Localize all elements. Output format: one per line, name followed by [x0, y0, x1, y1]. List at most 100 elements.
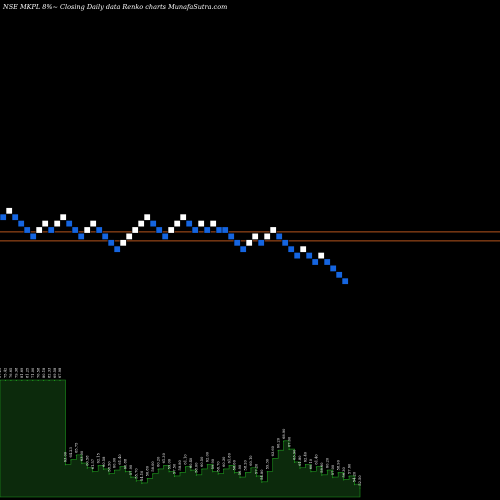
volume-label-23: 60.88 — [124, 458, 128, 469]
volume-label-58: 61.40 — [315, 454, 319, 465]
renko-brick-1 — [5, 207, 13, 215]
volume-point-20 — [108, 473, 110, 475]
volume-label-65: 54.20 — [353, 471, 357, 482]
renko-brick-39 — [233, 239, 241, 247]
volume-point-3 — [15, 380, 17, 381]
renko-brick-55 — [329, 264, 337, 272]
volume-label-15: 63.00 — [80, 450, 84, 461]
volume-label-44: 56.90 — [238, 464, 242, 475]
volume-point-55 — [299, 467, 301, 469]
volume-point-21 — [114, 470, 116, 472]
renko-brick-4 — [23, 226, 31, 234]
volume-label-18: 62.15 — [96, 452, 100, 463]
volume-point-7 — [37, 380, 39, 381]
renko-brick-15 — [89, 220, 97, 228]
renko-brick-24 — [143, 213, 151, 221]
volume-point-12 — [64, 464, 66, 466]
renko-brick-7 — [41, 220, 49, 228]
volume-point-30 — [163, 465, 165, 467]
renko-brick-13 — [77, 232, 85, 240]
volume-label-54: 63.90 — [293, 449, 297, 460]
renko-brick-47 — [281, 239, 289, 247]
renko-brick-48 — [287, 245, 295, 253]
renko-brick-40 — [239, 245, 247, 253]
renko-brick-11 — [65, 220, 73, 228]
volume-label-30: 61.30 — [162, 452, 166, 463]
volume-label-40: 58.70 — [216, 461, 220, 472]
volume-point-23 — [124, 471, 126, 473]
renko-brick-45 — [269, 226, 277, 234]
volume-point-45 — [244, 472, 246, 474]
volume-label-17: 61.57 — [91, 458, 95, 469]
volume-point-54 — [294, 461, 296, 463]
renko-brick-42 — [251, 232, 259, 240]
renko-brick-57 — [341, 277, 349, 285]
volume-point-34 — [184, 466, 186, 468]
volume-label-32: 57.50 — [173, 463, 177, 474]
volume-point-36 — [195, 474, 197, 476]
volume-label-26: 54.10 — [140, 470, 144, 481]
volume-label-14: 65.75 — [75, 442, 79, 453]
renko-brick-56 — [335, 271, 343, 279]
volume-point-16 — [86, 467, 88, 469]
volume-point-4 — [21, 380, 23, 381]
volume-point-0 — [0, 380, 1, 381]
renko-brick-27 — [161, 232, 169, 240]
volume-label-2: 76.65 — [9, 367, 13, 378]
volume-point-24 — [130, 477, 132, 479]
volume-label-47: 57.20 — [255, 463, 259, 474]
volume-point-51 — [277, 450, 279, 452]
volume-point-44 — [239, 477, 241, 479]
volume-label-25: 55.70 — [135, 468, 139, 479]
volume-label-5: 81.25 — [25, 367, 29, 378]
renko-brick-14 — [83, 226, 91, 234]
volume-point-62 — [337, 472, 339, 474]
renko-brick-37 — [221, 226, 229, 234]
renko-bricks — [0, 207, 349, 285]
volume-label-12: 63.00 — [64, 451, 68, 462]
volume-label-45: 58.20 — [244, 459, 248, 470]
volume-label-61: 57.00 — [331, 464, 335, 475]
renko-brick-22 — [131, 226, 139, 234]
volume-point-48 — [261, 481, 263, 483]
volume-label-9: 82.33 — [47, 367, 51, 378]
renko-brick-8 — [47, 226, 55, 234]
renko-brick-49 — [293, 252, 301, 260]
volume-label-36: 58.00 — [195, 462, 199, 473]
volume-label-7: 76.58 — [36, 367, 40, 378]
volume-label-19: 60.58 — [102, 456, 106, 467]
renko-brick-38 — [227, 232, 235, 240]
renko-brick-35 — [209, 220, 217, 228]
volume-point-56 — [304, 464, 306, 466]
volume-point-8 — [43, 380, 45, 381]
volume-label-41: 60.30 — [222, 456, 226, 467]
volume-label-6: 71.00 — [31, 367, 35, 378]
volume-point-11 — [59, 380, 61, 381]
renko-brick-46 — [275, 232, 283, 240]
volume-label-4: 81.69 — [20, 367, 24, 378]
volume-label-59: 58.60 — [320, 462, 324, 473]
volume-point-15 — [81, 463, 83, 465]
volume-label-48: 54.80 — [260, 469, 264, 480]
volume-label-53: 67.00 — [287, 436, 291, 447]
volume-label-31: 59.00 — [167, 458, 171, 469]
volume-point-2 — [10, 380, 12, 381]
volume-label-62: 58.90 — [336, 459, 340, 470]
volume-point-64 — [348, 475, 350, 477]
volume-point-41 — [223, 468, 225, 470]
volume-label-49: 59.30 — [265, 458, 269, 469]
chart-header: NSE MKPL 8%~ Closing Daily data Renko ch… — [2, 3, 227, 11]
renko-brick-6 — [35, 226, 43, 234]
renko-brick-29 — [173, 220, 181, 228]
volume-point-25 — [135, 480, 137, 482]
renko-brick-2 — [11, 213, 19, 221]
renko-brick-54 — [323, 258, 331, 266]
volume-point-5 — [26, 380, 28, 381]
volume-label-56: 62.40 — [304, 451, 308, 462]
volume-point-42 — [228, 465, 230, 467]
volume-point-28 — [152, 473, 154, 475]
volume-point-38 — [206, 464, 208, 466]
volume-point-1 — [4, 380, 6, 381]
renko-brick-25 — [149, 220, 157, 228]
